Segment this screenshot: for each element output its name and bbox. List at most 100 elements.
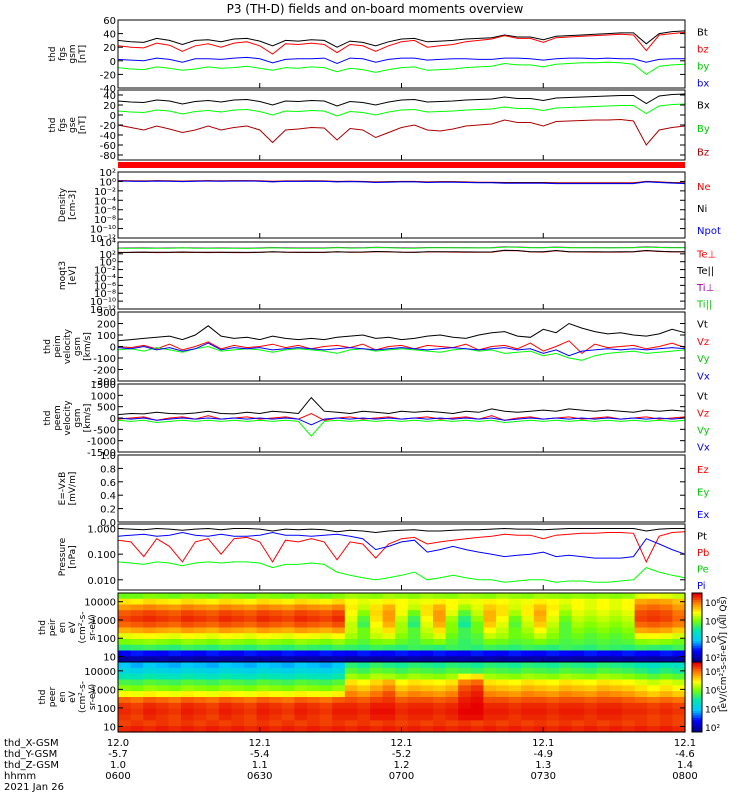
heatmap-cell (622, 604, 636, 611)
colorbar-tick-label: 10⁴ (705, 636, 720, 646)
series-line-Vz (117, 340, 686, 355)
heatmap-cell (370, 644, 384, 652)
heatmap-cell (521, 708, 535, 716)
heatmap-cell (319, 685, 333, 692)
y-axis-label: velocity (63, 400, 73, 436)
heatmap-cell (433, 667, 447, 675)
heatmap-cell (370, 726, 384, 733)
heatmap-cell (483, 598, 497, 606)
heatmap-cell (445, 720, 459, 727)
heatmap-cell (294, 673, 308, 681)
heatmap-cell (596, 697, 610, 704)
y-tick-label: -200 (93, 366, 116, 377)
heatmap-cell (407, 621, 421, 629)
heatmap-cell (319, 593, 333, 600)
heatmap-cell (508, 673, 522, 681)
heatmap-cell (193, 610, 207, 617)
heatmap-cell (130, 697, 144, 704)
heatmap-cell (622, 685, 636, 692)
heatmap-cell (344, 639, 358, 646)
heatmap-cell (319, 604, 333, 611)
heatmap-cell (584, 685, 598, 692)
heatmap-cell (483, 639, 497, 646)
heatmap-cell (420, 720, 434, 727)
heatmap-cell (357, 685, 371, 692)
colorbar-segment (692, 687, 702, 691)
heatmap-cell (181, 604, 195, 611)
heatmap-cell (596, 673, 610, 681)
heatmap-cell (168, 708, 182, 716)
heatmap-cell (269, 627, 283, 634)
heatmap-cell (155, 685, 169, 692)
heatmap-cell (382, 639, 396, 646)
heatmap-cell (319, 650, 333, 657)
colorbar-segment (692, 602, 702, 605)
heatmap-cell (609, 679, 623, 686)
heatmap-cell (672, 702, 686, 710)
colorbar-segment (692, 708, 702, 712)
heatmap-cell (181, 685, 195, 692)
heatmap-cell (218, 627, 232, 634)
heatmap-cell (508, 697, 522, 704)
heatmap-cell (609, 598, 623, 606)
heatmap-cell (332, 639, 346, 646)
heatmap-cell (168, 685, 182, 692)
x-tick-label: 12.1 (249, 738, 271, 749)
heatmap-cell (319, 667, 333, 675)
series-line-Vy (117, 345, 686, 361)
series-line-Vx (117, 417, 686, 426)
x-tick-label: 1.1 (252, 760, 268, 771)
heatmap-cell (130, 610, 144, 617)
heatmap-cell (672, 621, 686, 629)
y-tick-label: 60 (103, 16, 116, 27)
colorbar-segment (692, 718, 702, 721)
legend-label: Npot (697, 226, 721, 237)
heatmap-cell (344, 702, 358, 710)
heatmap-cell (206, 662, 220, 669)
heatmap-cell (546, 616, 560, 623)
heatmap-cell (445, 644, 459, 652)
heatmap-cell (307, 627, 321, 634)
heatmap-cell (143, 685, 157, 692)
heatmap-cell (546, 708, 560, 716)
heatmap-cell (458, 702, 472, 710)
heatmap-cell (357, 616, 371, 623)
heatmap-cell (483, 621, 497, 629)
heatmap-cell (584, 662, 598, 669)
heatmap-cell (672, 662, 686, 669)
heatmap-cell (281, 679, 295, 686)
heatmap-cell (294, 726, 308, 733)
heatmap-cell (496, 616, 510, 623)
heatmap-cell (596, 667, 610, 675)
heatmap-cell (420, 616, 434, 623)
heatmap-cell (395, 639, 409, 646)
heatmap-cell (168, 593, 182, 600)
heatmap-cell (307, 697, 321, 704)
heatmap-cell (143, 720, 157, 727)
heatmap-cell (231, 610, 245, 617)
heatmap-cell (559, 627, 573, 634)
heatmap-cell (672, 633, 686, 640)
heatmap-cell (407, 604, 421, 611)
x-tick-label: 1.2 (394, 760, 410, 771)
heatmap-cell (395, 691, 409, 698)
heatmap-cell (118, 714, 132, 721)
heatmap-cell (634, 656, 648, 663)
heatmap-cell (546, 656, 560, 663)
heatmap-cell (231, 691, 245, 698)
y-tick-label: 20 (103, 43, 116, 54)
y-axis-label: E=-VxB (58, 472, 68, 506)
heatmap-cell (647, 639, 661, 646)
colorbar-segment (692, 706, 702, 710)
heatmap-cell (344, 714, 358, 721)
heatmap-cell (319, 598, 333, 606)
heatmap-cell (533, 667, 547, 675)
y-axis-label: fgs (58, 118, 68, 132)
heatmap-cell (584, 697, 598, 704)
y-axis-label: [km/s] (83, 332, 93, 361)
heatmap-cell (370, 621, 384, 629)
y-axis-label: velocity (63, 328, 73, 364)
heatmap-cell (521, 662, 535, 669)
heatmap-cell (206, 691, 220, 698)
heatmap-cell (533, 720, 547, 727)
